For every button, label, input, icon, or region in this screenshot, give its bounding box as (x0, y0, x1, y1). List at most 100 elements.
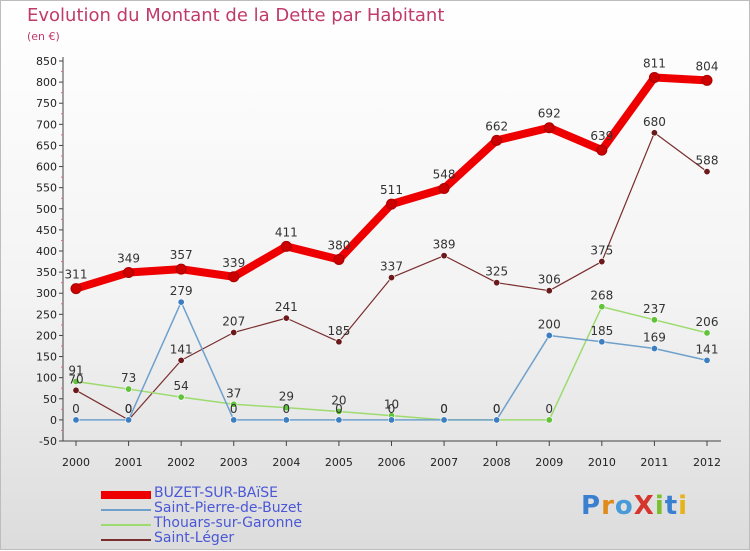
y-tick-label: 600 (36, 161, 57, 174)
data-label: 548 (433, 168, 456, 182)
series-point (282, 416, 290, 424)
chart-axes: -500501001502002503003504004505005506006… (36, 55, 721, 469)
x-tick-label: 2009 (535, 456, 563, 469)
y-tick-label: -50 (39, 435, 57, 448)
y-tick-label: 500 (36, 203, 57, 216)
data-label: 29 (279, 390, 294, 404)
data-label: 639 (590, 129, 613, 143)
series-point (545, 416, 553, 424)
y-tick-label: 750 (36, 97, 57, 110)
brand-letter: t (664, 491, 679, 521)
data-label: 20 (331, 393, 346, 407)
brand-letter: X (633, 491, 655, 521)
series-point (335, 338, 343, 346)
series-point (440, 252, 448, 260)
x-tick-label: 2010 (588, 456, 616, 469)
data-label: 91 (68, 363, 83, 377)
series-point (175, 263, 187, 275)
series-point (493, 279, 501, 287)
chart-value-labels: 70 0 141 207 241 185 337 389 325 306 375 680 588 91 73… (65, 56, 719, 415)
series-point (177, 393, 185, 401)
series-point (545, 287, 553, 295)
data-label: 0 (440, 402, 448, 416)
data-label: 0 (125, 402, 133, 416)
series-point (648, 71, 660, 83)
series-point (703, 356, 711, 364)
series-point (70, 283, 82, 295)
data-label: 411 (275, 225, 298, 239)
legend-label: Thouars-sur-Garonne (154, 515, 302, 531)
data-label: 375 (590, 244, 613, 258)
y-tick-label: 800 (36, 76, 57, 89)
brand-logo: ProXiti (581, 491, 688, 521)
series-point (333, 253, 345, 265)
y-tick-label: 450 (36, 224, 57, 237)
data-label: 73 (121, 371, 136, 385)
y-tick-label: 100 (36, 372, 57, 385)
data-label: 339 (222, 256, 245, 270)
series-point (282, 404, 290, 412)
y-tick-label: 50 (43, 393, 57, 406)
series-point (493, 416, 501, 424)
series-point (387, 416, 395, 424)
series-point (230, 416, 238, 424)
data-label: 337 (380, 260, 403, 274)
y-tick-label: 550 (36, 182, 57, 195)
y-tick-label: 250 (36, 308, 57, 321)
data-label: 185 (327, 324, 350, 338)
x-tick-label: 2011 (640, 456, 668, 469)
x-tick-label: 2005 (325, 456, 353, 469)
data-label: 811 (643, 56, 666, 70)
y-tick-label: 700 (36, 118, 57, 131)
data-label: 0 (440, 402, 448, 416)
series-point (72, 386, 80, 394)
data-label: 804 (696, 59, 719, 73)
data-label: 70 (68, 372, 83, 386)
x-tick-label: 2007 (430, 456, 458, 469)
data-label: 692 (538, 107, 561, 121)
data-label: 237 (643, 302, 666, 316)
series-point (230, 400, 238, 408)
legend-swatch (101, 509, 151, 511)
data-label: 37 (226, 386, 241, 400)
chart-unit-label: (en €) (27, 30, 60, 43)
brand-letter: r (601, 491, 615, 521)
data-label: 141 (170, 342, 193, 356)
data-label: 0 (545, 402, 553, 416)
data-label: 0 (230, 402, 238, 416)
series-point (650, 316, 658, 324)
x-tick-label: 2002 (167, 456, 195, 469)
data-label: 268 (590, 289, 613, 303)
data-label: 0 (72, 402, 80, 416)
series-point (598, 303, 606, 311)
series-point (72, 416, 80, 424)
series-point (280, 240, 292, 252)
data-label: 588 (696, 154, 719, 168)
series-point (335, 416, 343, 424)
y-tick-label: 0 (50, 414, 57, 427)
series-point (701, 74, 713, 86)
data-label: 0 (493, 402, 501, 416)
x-tick-label: 2008 (483, 456, 511, 469)
chart-series-group (70, 71, 713, 424)
data-label: 511 (380, 183, 403, 197)
data-label: 0 (283, 402, 291, 416)
data-label: 185 (590, 324, 613, 338)
series-point (177, 356, 185, 364)
series-point (386, 198, 397, 210)
series-point (545, 331, 553, 339)
series-point (282, 314, 290, 322)
x-tick-label: 2012 (693, 456, 721, 469)
series-point (125, 416, 133, 424)
x-tick-label: 2000 (62, 456, 90, 469)
data-label: 311 (65, 268, 88, 282)
series-point (491, 134, 503, 146)
data-label: 279 (170, 284, 193, 298)
series-point (543, 122, 555, 134)
series-point (230, 328, 238, 336)
y-tick-label: 400 (36, 245, 57, 258)
series-point (438, 183, 450, 195)
x-tick-label: 2004 (272, 456, 300, 469)
data-label: 169 (643, 331, 666, 345)
